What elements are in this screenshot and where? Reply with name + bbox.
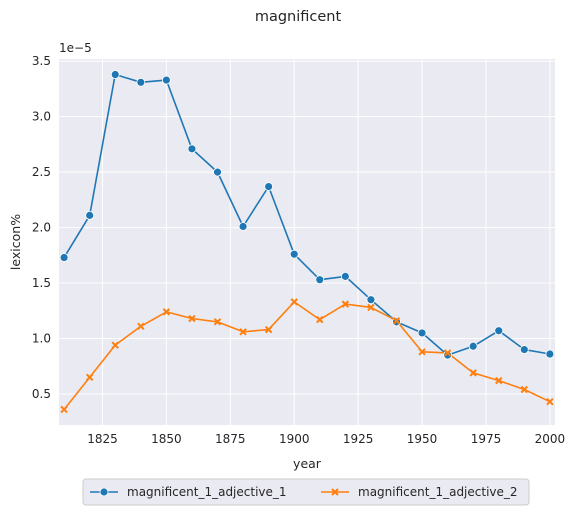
chart-title: magnificent	[255, 9, 342, 25]
data-point-s1	[161, 75, 171, 85]
y-tick-label: 1.0	[32, 331, 51, 345]
data-point-s1	[494, 326, 504, 336]
y-offset-label: 1e−5	[59, 41, 92, 55]
x-tick-label: 1875	[215, 432, 246, 446]
legend-label-1: magnificent_1_adjective_1	[127, 485, 287, 499]
data-point-s2	[341, 300, 350, 308]
data-point-s2	[188, 314, 196, 323]
data-point-s1	[85, 210, 95, 220]
x-tick-label: 1975	[471, 432, 502, 446]
plot-area	[59, 59, 555, 425]
x-tick-labels: 1825 1850 1875 1900 1925 1950 1975 2000	[87, 432, 565, 446]
data-point-s2	[290, 298, 298, 306]
x-tick-label: 1925	[343, 432, 374, 446]
data-point-s2	[469, 369, 477, 377]
grid-lines	[59, 59, 555, 425]
data-point-s2	[137, 322, 145, 330]
x-tick-label: 2000	[535, 432, 566, 446]
data-point-s2	[213, 318, 222, 326]
data-point-s1	[136, 77, 146, 87]
data-point-s2	[316, 315, 324, 324]
x-tick-label: 1900	[279, 432, 310, 446]
legend-marker-1	[99, 487, 109, 497]
data-point-s1	[417, 328, 427, 338]
data-point-s2	[85, 373, 94, 382]
data-point-s1	[238, 222, 248, 231]
y-axis-title: lexicon%	[8, 214, 23, 270]
series-markers	[59, 70, 555, 414]
data-point-s1	[289, 249, 299, 259]
data-point-s2	[111, 341, 119, 349]
y-tick-labels: 0.5 1.0 1.5 2.0 2.5 3.0 3.5	[32, 54, 51, 401]
data-point-s1	[187, 144, 197, 154]
y-tick-label: 1.5	[32, 276, 51, 290]
x-tick-label: 1825	[87, 432, 118, 446]
data-point-s2	[367, 303, 375, 312]
data-point-s1	[545, 349, 555, 359]
y-tick-label: 3.0	[32, 110, 51, 124]
data-point-s1	[213, 167, 222, 177]
data-point-s2	[239, 328, 247, 336]
data-point-s2	[392, 317, 401, 325]
data-point-s2	[520, 385, 529, 394]
legend-label-2: magnificent_1_adjective_2	[358, 485, 518, 499]
data-point-s1	[340, 271, 350, 281]
legend-box	[82, 478, 530, 506]
data-point-s1	[110, 70, 120, 79]
data-point-s2	[443, 349, 452, 357]
data-point-s2	[418, 348, 426, 356]
data-point-s1	[264, 182, 274, 191]
y-tick-label: 2.5	[32, 165, 51, 179]
data-point-s1	[468, 341, 478, 351]
data-point-s2	[60, 405, 68, 414]
data-point-s1	[443, 350, 453, 360]
legend: magnificent_1_adjective_1 magnificent_1_…	[82, 478, 530, 506]
data-point-s2	[495, 376, 503, 385]
data-point-s1	[59, 253, 69, 262]
x-tick-label: 1850	[151, 432, 182, 446]
data-point-s2	[546, 398, 554, 406]
x-tick-label: 1950	[407, 432, 438, 446]
data-point-s1	[315, 275, 325, 285]
series-line-2	[63, 301, 551, 410]
y-tick-label: 3.5	[32, 54, 51, 68]
y-tick-label: 2.0	[32, 221, 51, 235]
data-point-s2	[264, 325, 273, 334]
data-point-s1	[519, 345, 529, 354]
data-point-s2	[162, 308, 171, 316]
y-tick-label: 0.5	[32, 387, 51, 401]
legend-marker-2	[331, 488, 339, 496]
data-point-s1	[366, 295, 376, 305]
x-axis-title: year	[293, 456, 322, 471]
